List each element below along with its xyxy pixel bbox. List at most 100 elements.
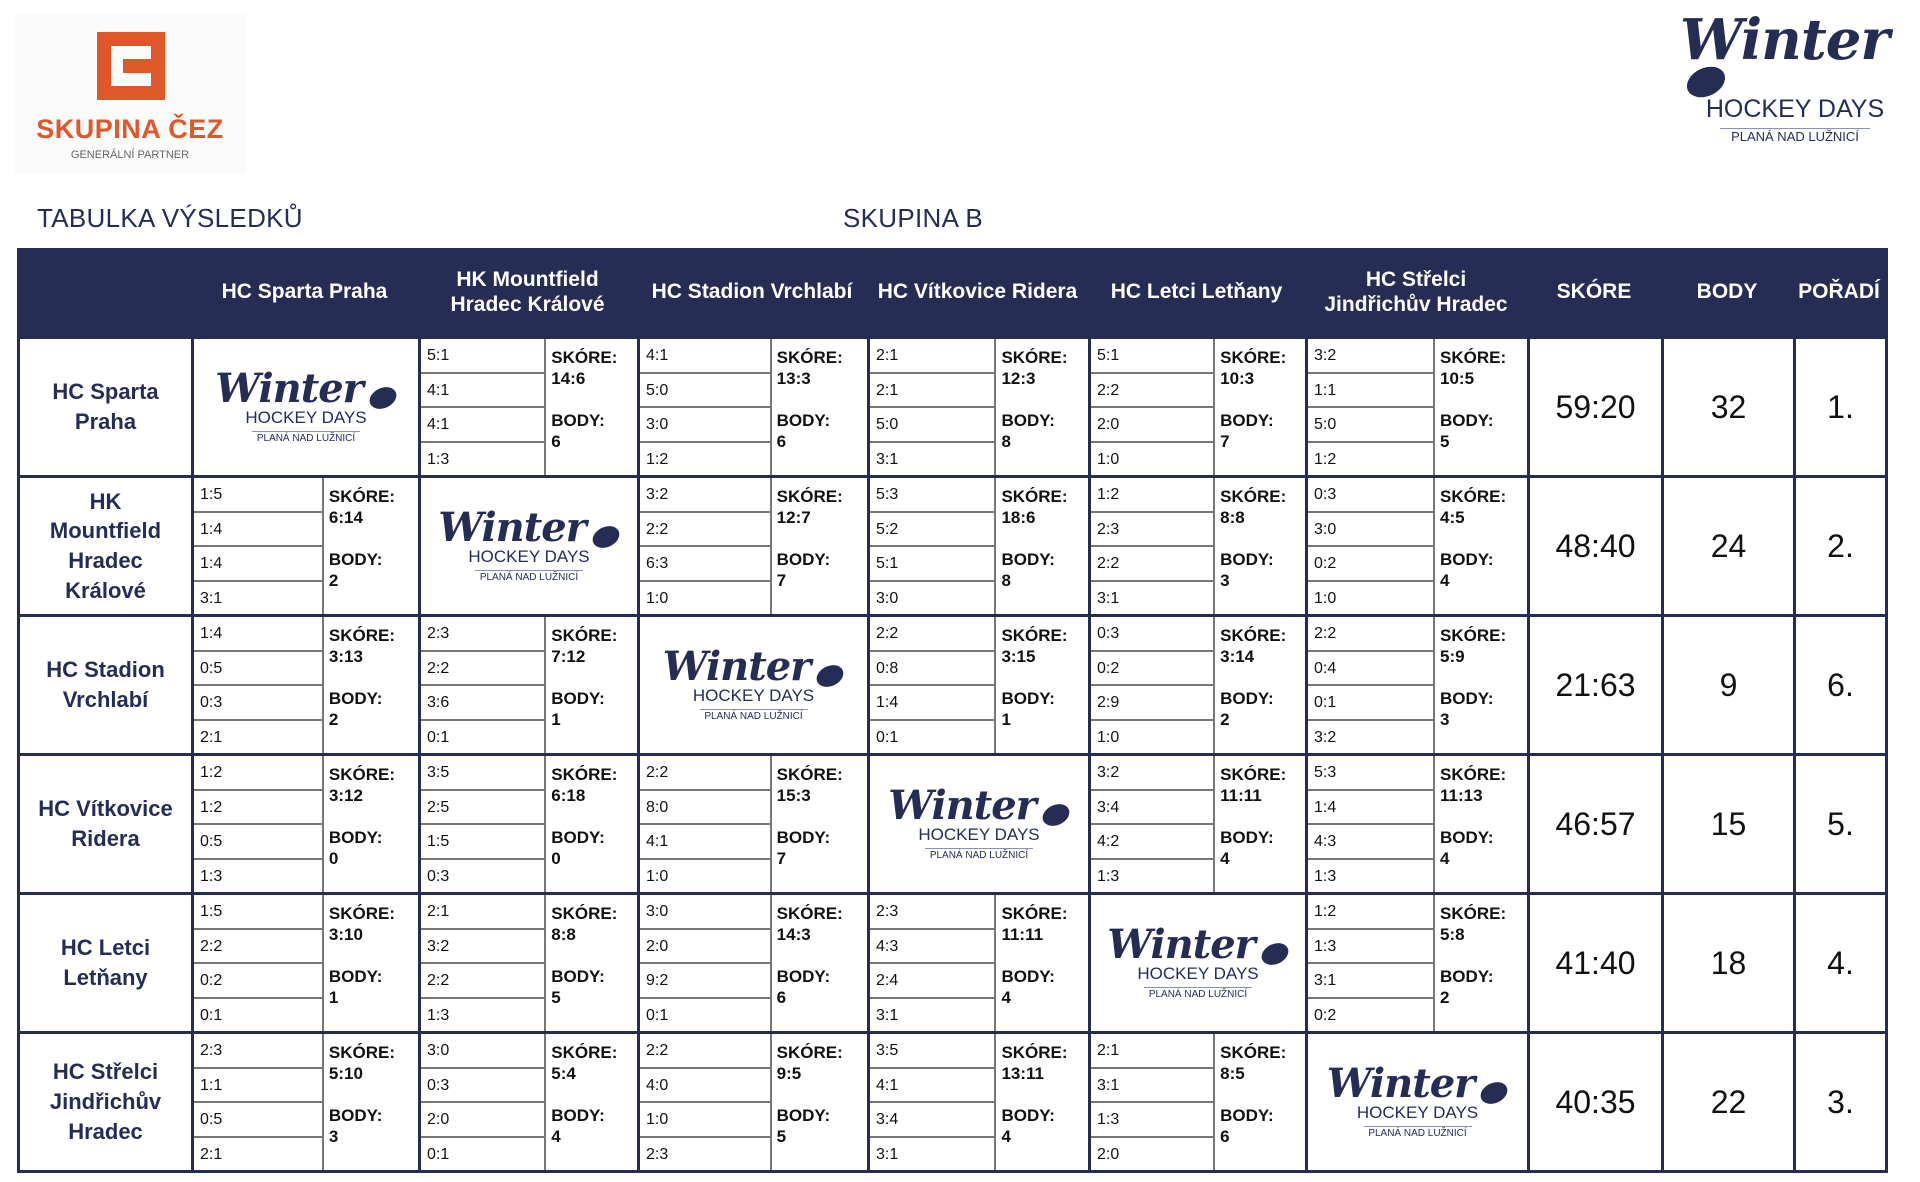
game-score: 5:3 — [876, 486, 899, 503]
game-score: 0:1 — [870, 718, 995, 754]
skore-value: 5:4 — [551, 1064, 576, 1084]
match-summary: SKÓRE: 15:3 BODY: 7 — [772, 756, 867, 892]
table-row: HK Mountfield Hradec Králové 1:5 1:4 1:4 3:1… — [20, 475, 1885, 614]
body-value: 7 — [1220, 431, 1230, 451]
match-results: 3:2 3:4 4:2 1:3 SKÓRE: 11:11 BODY: 4 — [1091, 756, 1305, 892]
game-score: 2:4 — [870, 962, 995, 997]
game-score: 4:1 — [421, 406, 545, 441]
body-label: BODY: — [328, 827, 383, 847]
game-score: 1:1 — [194, 1066, 322, 1102]
skore-value: 13:11 — [1001, 1064, 1044, 1084]
event-logo-word: Winter — [1107, 921, 1255, 969]
skore-label: SKÓRE: — [328, 1043, 396, 1062]
body-label: BODY: — [1220, 688, 1274, 708]
match-results: 3:5 2:5 1:5 0:3 SKÓRE: 6:18 BODY: 0 — [421, 756, 637, 892]
game-score: 1:3 — [1308, 927, 1434, 963]
skore-value: 14:3 — [776, 925, 811, 945]
row-team-name: HC Letci Letňany — [60, 935, 151, 990]
match-results: 3:0 0:3 2:0 0:1 SKÓRE: 5:4 BODY: 4 — [421, 1034, 637, 1170]
puck-icon — [365, 382, 400, 413]
skore-label: SKÓRE: — [776, 765, 843, 784]
game-scores-list: 1:4 0:5 0:3 2:1 — [194, 617, 324, 753]
match-cell: 0:3 3:0 0:2 1:0 SKÓRE: 4:5 BODY: 4 — [1305, 478, 1527, 614]
body-label: BODY: — [1440, 966, 1494, 986]
body-label: BODY: — [551, 410, 605, 430]
game-score: 3:2 — [1314, 347, 1337, 364]
match-results: 2:3 4:3 2:4 3:1 SKÓRE: 11:11 BODY: 4 — [870, 895, 1088, 1031]
puck-icon — [1038, 799, 1073, 830]
match-cell: 5:1 4:1 4:1 1:3 SKÓRE: 14:6 BODY: 6 — [418, 339, 637, 475]
game-score: 5:3 — [1314, 764, 1337, 781]
body-value: 1 — [551, 709, 561, 729]
match-summary: SKÓRE: 8:8 BODY: 3 — [1215, 478, 1305, 614]
match-cell: 4:1 5:0 3:0 1:2 SKÓRE: 13:3 BODY: 6 — [637, 339, 867, 475]
cez-logo-mark — [97, 32, 165, 100]
total-poradi: 1. — [1793, 339, 1885, 475]
match-summary: SKÓRE: 11:13 BODY: 4 — [1435, 756, 1527, 892]
puck-icon — [1257, 938, 1292, 969]
game-score: 0:3 — [1314, 486, 1337, 503]
game-scores-list: 1:2 1:3 3:1 0:2 — [1308, 895, 1436, 1032]
match-summary: SKÓRE: 3:14 BODY: 2 — [1215, 617, 1305, 753]
game-score: 4:2 — [1091, 823, 1214, 858]
body-value: 6 — [776, 987, 787, 1007]
body-label: BODY: — [328, 1105, 383, 1125]
game-scores-list: 5:1 2:2 2:0 1:0 — [1091, 339, 1216, 475]
match-results: 2:1 3:2 2:2 1:3 SKÓRE: 8:8 BODY: 5 — [421, 895, 637, 1031]
match-summary: SKÓRE: 9:5 BODY: 5 — [772, 1034, 867, 1170]
diagonal-cell: Winter HOCKEY DAYS PLANÁ NAD LUŽNICÍ — [1088, 895, 1305, 1031]
skore-label: SKÓRE: — [1001, 487, 1068, 506]
game-score: 1:5 — [200, 486, 223, 503]
logo-title: Winter — [888, 786, 1073, 830]
game-scores-list: 3:5 4:1 3:4 3:1 — [870, 1034, 997, 1171]
skore-value: 15:3 — [776, 786, 811, 806]
body-label: BODY: — [328, 966, 383, 986]
skore-value: 14:6 — [551, 369, 586, 389]
skore-value: 4:5 — [1440, 508, 1465, 528]
game-score: 3:0 — [1308, 510, 1434, 546]
game-scores-list: 1:5 2:2 0:2 0:1 — [194, 895, 324, 1031]
event-logo-line1: HOCKEY DAYS — [245, 408, 367, 428]
match-summary: SKÓRE: 13:3 BODY: 6 — [772, 339, 867, 475]
total-body: 18 — [1661, 895, 1793, 1031]
game-score: 2:2 — [646, 764, 669, 781]
match-cell: 1:5 1:4 1:4 3:1 SKÓRE: 6:14 BODY: 2 — [191, 478, 418, 614]
match-summary: SKÓRE: 12:3 BODY: 8 — [996, 339, 1088, 475]
match-results: 4:1 5:0 3:0 1:2 SKÓRE: 13:3 BODY: 6 — [640, 339, 867, 475]
body-value: 0 — [551, 848, 561, 868]
game-scores-list: 2:2 4:0 1:0 2:3 — [640, 1034, 772, 1170]
skore-label: SKÓRE: — [551, 626, 618, 645]
event-logo-line1: HOCKEY DAYS — [1356, 1103, 1479, 1123]
match-results: 0:3 3:0 0:2 1:0 SKÓRE: 4:5 BODY: 4 — [1308, 478, 1527, 614]
match-results: 2:2 0:8 1:4 0:1 SKÓRE: 3:15 BODY: 1 — [870, 617, 1088, 753]
event-logo-word: Winter — [888, 782, 1036, 830]
match-cell: 5:1 2:2 2:0 1:0 SKÓRE: 10:3 BODY: 7 — [1088, 339, 1305, 475]
match-cell: 3:2 2:2 6:3 1:0 SKÓRE: 12:7 BODY: 7 — [637, 478, 867, 614]
logo-title: Winter — [215, 369, 400, 413]
body-label: BODY: — [551, 827, 605, 847]
table-row: HC Letci Letňany 1:5 2:2 0:2 0:1 SKÓRE: 3:10 BO… — [20, 892, 1885, 1031]
body-label: BODY: — [1220, 1105, 1274, 1125]
body-value: 3 — [328, 1126, 339, 1146]
column-header: SKÓRE — [1556, 280, 1632, 304]
game-score: 0:2 — [1308, 996, 1434, 1032]
cell-event-logo: Winter HOCKEY DAYS PLANÁ NAD LUŽNICÍ — [438, 508, 623, 584]
event-logo-divider — [699, 708, 808, 710]
game-score: 1:2 — [200, 764, 223, 781]
logo-title: Winter — [1107, 925, 1292, 969]
game-score: 3:1 — [870, 440, 995, 476]
column-header: POŘADÍ — [1798, 280, 1880, 304]
match-cell: 0:3 0:2 2:9 1:0 SKÓRE: 3:14 BODY: 2 — [1088, 617, 1305, 753]
game-score: 2:3 — [427, 625, 450, 642]
game-score: 1:3 — [421, 996, 545, 1032]
skore-label: SKÓRE: — [1220, 626, 1287, 645]
skore-label: SKÓRE: — [551, 348, 618, 367]
body-value: 8 — [1001, 431, 1011, 451]
body-label: BODY: — [1440, 827, 1494, 847]
body-value: 4 — [1001, 1126, 1011, 1146]
game-score: 3:1 — [870, 1135, 995, 1171]
body-value: 2 — [1220, 709, 1230, 729]
game-score: 8:0 — [640, 788, 770, 824]
game-score: 0:1 — [1308, 684, 1434, 719]
game-scores-list: 3:0 0:3 2:0 0:1 — [421, 1034, 547, 1170]
